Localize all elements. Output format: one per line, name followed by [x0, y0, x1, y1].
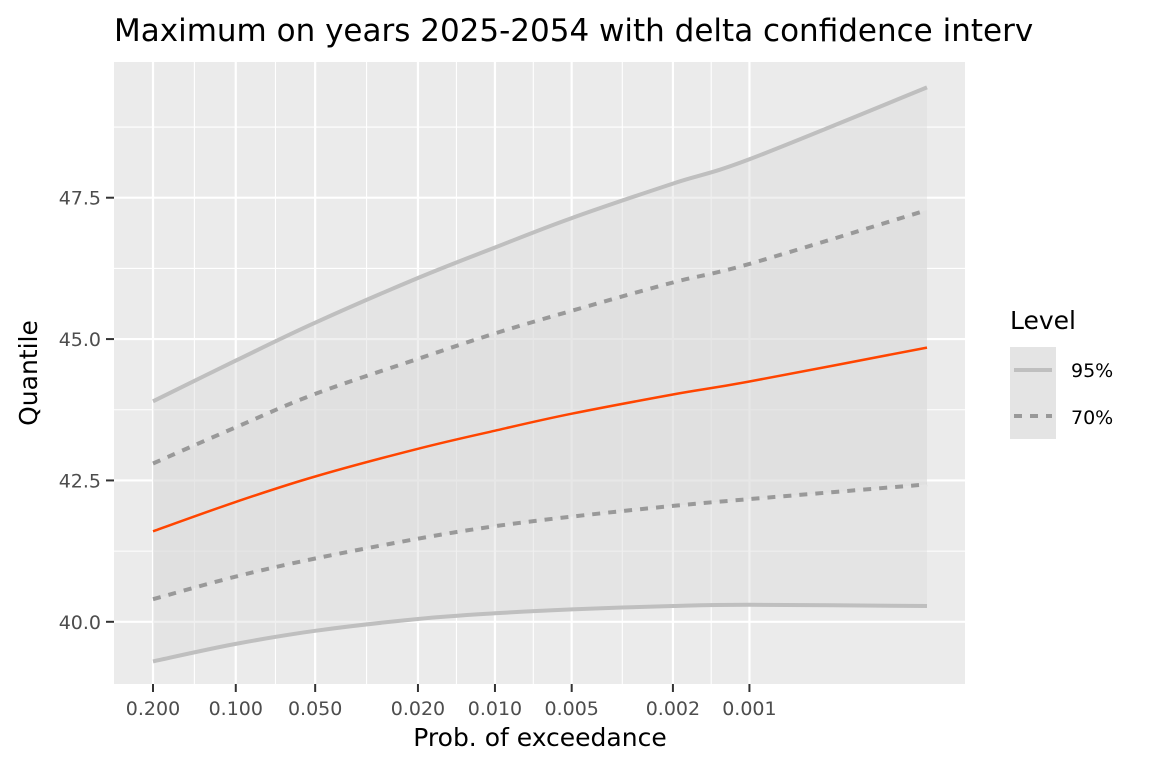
chart-title: Maximum on years 2025-2054 with delta co… [114, 13, 1033, 49]
series-lines [152, 85, 928, 664]
y-tick-label: 42.5 [59, 470, 101, 492]
plot-panel [114, 62, 965, 684]
line-upper-70 [152, 208, 928, 466]
y-tick-label: 47.5 [59, 188, 101, 210]
line-lower-95 [152, 602, 928, 664]
grid-minor [114, 62, 965, 684]
x-tick-label: 0.200 [126, 698, 180, 720]
x-tick-label: 0.005 [544, 698, 598, 720]
x-tick-label: 0.002 [646, 698, 700, 720]
x-tick-label: 0.050 [288, 698, 342, 720]
legend-title: Level [1010, 306, 1076, 335]
confidence-bands [153, 87, 927, 662]
legend-label-95: 95% [1071, 360, 1113, 382]
grid-major [114, 62, 965, 684]
y-tick-label: 40.0 [59, 612, 101, 634]
y-axis-title: Quantile [14, 320, 43, 426]
band-70 [153, 210, 927, 600]
x-axis: 0.200 0.100 0.050 0.020 0.010 0.005 0.002 0.001 [126, 684, 777, 720]
x-axis-title: Prob. of exceedance [413, 723, 666, 752]
x-tick-label: 0.010 [468, 698, 522, 720]
legend: Level 95% 70% [1010, 306, 1113, 439]
y-tick-label: 45.0 [59, 329, 101, 351]
x-tick-label: 0.001 [722, 698, 776, 720]
x-tick-label: 0.020 [391, 698, 445, 720]
line-lower-70 [152, 482, 928, 602]
legend-label-70: 70% [1071, 407, 1113, 429]
line-estimate [152, 346, 928, 533]
x-tick-label: 0.100 [209, 698, 263, 720]
band-95 [153, 87, 927, 662]
y-axis: 40.0 42.5 45.0 47.5 [59, 188, 114, 634]
line-upper-95 [152, 85, 928, 404]
